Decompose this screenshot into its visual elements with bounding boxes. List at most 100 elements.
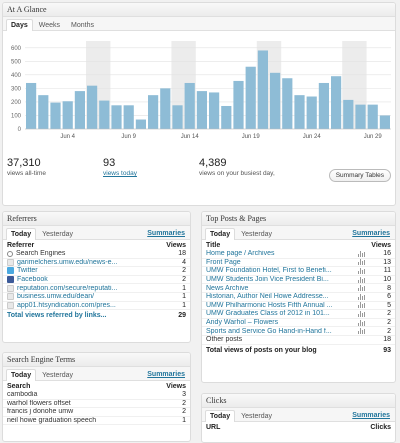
panel-title: At A Glance — [3, 3, 395, 17]
range-tabs: Days Weeks Months — [3, 17, 395, 31]
tab-today[interactable]: Today — [205, 410, 236, 422]
referrer-row[interactable]: Search Engines 18 — [3, 250, 190, 259]
search-views: 2 — [182, 399, 186, 407]
tab-days[interactable]: Days — [6, 19, 33, 31]
search-term-row[interactable]: warhol flowers offset 2 — [3, 400, 190, 409]
tab-months[interactable]: Months — [71, 22, 94, 29]
search-term-row[interactable]: francis j donohe umw 2 — [3, 408, 190, 417]
post-row[interactable]: Front Page 13 — [202, 259, 395, 268]
referrer-views: 2 — [182, 267, 186, 275]
x-tick-label: Jun 24 — [303, 134, 322, 140]
referrer-label[interactable]: business.umw.edu/dean/ — [17, 293, 95, 301]
tab-weeks[interactable]: Weeks — [38, 22, 61, 29]
referrer-row[interactable]: Facebook 2 — [3, 276, 190, 285]
post-title-link[interactable]: UMW Graduates Class of 2012 in 101... — [206, 310, 330, 318]
tab-today[interactable]: Today — [6, 369, 37, 381]
post-title-link[interactable]: UMW Philharmonic Hosts Fifth Annual ... — [206, 301, 333, 309]
at-a-glance-panel: At A Glance Days Weeks Months 0 100 200 300… — [2, 2, 396, 206]
search-term-row[interactable]: neil howe graduation speech 1 — [3, 417, 190, 426]
post-row[interactable]: Andy Warhol – Flowers 2 — [202, 319, 395, 328]
post-title-link[interactable]: UMW Students Join Vice President Bi... — [206, 276, 329, 284]
stats-chart-icon[interactable] — [358, 259, 365, 266]
stats-chart-icon[interactable] — [358, 328, 365, 335]
x-tick-label: Jun 29 — [364, 134, 383, 140]
top-posts-panel: Top Posts & Pages Today Yesterday Summar… — [201, 211, 396, 383]
post-title-link[interactable]: News Archive — [206, 284, 249, 292]
tab-yesterday[interactable]: Yesterday — [241, 231, 272, 238]
total-label[interactable]: Total views referred by links... — [7, 312, 107, 320]
column-header: URL — [206, 424, 221, 431]
bar — [294, 95, 305, 129]
stats-chart-icon[interactable] — [358, 276, 365, 283]
referrer-row[interactable]: reputation.com/secure/reputati... 1 — [3, 284, 190, 293]
panel-title: Top Posts & Pages — [202, 212, 395, 226]
search-term-row[interactable]: cambodia 3 — [3, 391, 190, 400]
bar — [282, 78, 293, 129]
referrer-row[interactable]: app01.htsyndication.com/pres... 1 — [3, 301, 190, 311]
bar — [74, 91, 85, 129]
summaries-link[interactable]: Summaries — [352, 230, 390, 237]
tab-today[interactable]: Today — [205, 228, 236, 240]
bar — [343, 99, 354, 129]
post-views: 2 — [387, 310, 391, 318]
referrer-row[interactable]: business.umw.edu/dean/1 — [3, 293, 190, 302]
post-row[interactable]: News Archive 8 — [202, 284, 395, 293]
tab-yesterday[interactable]: Yesterday — [42, 372, 73, 379]
views-today-link[interactable]: views today — [103, 170, 137, 177]
referrer-label[interactable]: garimelchers.umw.edu/news-e... — [17, 258, 118, 266]
stats-chart-icon[interactable] — [358, 319, 365, 326]
bar — [99, 100, 110, 129]
summary-tables-button[interactable]: Summary Tables — [328, 169, 391, 182]
tab-yesterday[interactable]: Yesterday — [42, 231, 73, 238]
stats-chart-icon[interactable] — [358, 302, 365, 309]
summaries-link[interactable]: Summaries — [147, 371, 185, 378]
stats-chart-icon[interactable] — [358, 285, 365, 292]
column-header: Search — [7, 383, 31, 390]
top-posts-list: Home page / Archives 16 Front Page 13 UMW Fo… — [202, 250, 395, 336]
tab-yesterday[interactable]: Yesterday — [241, 413, 272, 420]
post-title-link[interactable]: Historian, Author Neil Howe Addresse... — [206, 293, 329, 301]
referrer-label[interactable]: Twitter — [17, 267, 38, 275]
search-terms-panel: Search Engine Terms Today Yesterday Summ… — [2, 352, 191, 442]
stats-chart-icon[interactable] — [358, 310, 365, 317]
post-row[interactable]: UMW Foundation Hotel, First to Benefi...… — [202, 267, 395, 276]
post-row[interactable]: Home page / Archives 16 — [202, 250, 395, 259]
referrers-tabs: Today Yesterday Summaries — [3, 226, 190, 240]
bar — [209, 92, 220, 129]
post-title-link[interactable]: Andy Warhol – Flowers — [206, 319, 279, 327]
referrer-label[interactable]: reputation.com/secure/reputati... — [17, 284, 118, 292]
search-views: 3 — [182, 391, 186, 399]
bar — [233, 80, 244, 129]
referrer-label[interactable]: app01.htsyndication.com/pres... — [17, 301, 116, 309]
post-title-link[interactable]: Front Page — [206, 258, 241, 266]
post-row[interactable]: UMW Graduates Class of 2012 in 101... 2 — [202, 310, 395, 319]
post-row[interactable]: UMW Students Join Vice President Bi... 10 — [202, 276, 395, 285]
post-row[interactable]: Sports and Service Go Hand-in-Hand f... 2 — [202, 327, 395, 336]
table-header: URL Clicks — [202, 422, 395, 432]
bar — [270, 72, 281, 129]
bar — [38, 95, 49, 129]
summaries-link[interactable]: Summaries — [352, 412, 390, 419]
referrers-list: Search Engines 18 garimelchers.umw.edu/new… — [3, 250, 190, 311]
post-title-link[interactable]: Sports and Service Go Hand-in-Hand f... — [206, 327, 332, 335]
stats-chart-icon[interactable] — [358, 293, 365, 300]
stat-label: views all-time — [7, 170, 47, 177]
post-title-link[interactable]: Home page / Archives — [206, 250, 275, 258]
referrer-label[interactable]: Facebook — [17, 276, 48, 284]
clicks-panel: Clicks Today Yesterday Summaries URL Cli… — [201, 393, 396, 443]
stats-chart-icon[interactable] — [358, 267, 365, 274]
bar — [148, 95, 159, 129]
panel-title: Referrers — [3, 212, 190, 226]
post-title-link[interactable]: UMW Foundation Hotel, First to Benefi... — [206, 267, 332, 275]
stats-chart-icon[interactable] — [358, 250, 365, 257]
summaries-link[interactable]: Summaries — [147, 230, 185, 237]
twitter-icon — [7, 267, 14, 275]
tab-today[interactable]: Today — [6, 228, 37, 240]
referrer-row[interactable]: garimelchers.umw.edu/news-e... 4 — [3, 258, 190, 268]
post-row[interactable]: Historian, Author Neil Howe Addresse... 6 — [202, 293, 395, 302]
x-tick-label: Jun 14 — [181, 134, 200, 140]
post-row[interactable]: UMW Philharmonic Hosts Fifth Annual ... 5 — [202, 302, 395, 311]
referrer-row[interactable]: Twitter 2 — [3, 267, 190, 276]
y-tick-label: 400 — [11, 73, 22, 79]
column-header: Referrer — [7, 242, 35, 249]
